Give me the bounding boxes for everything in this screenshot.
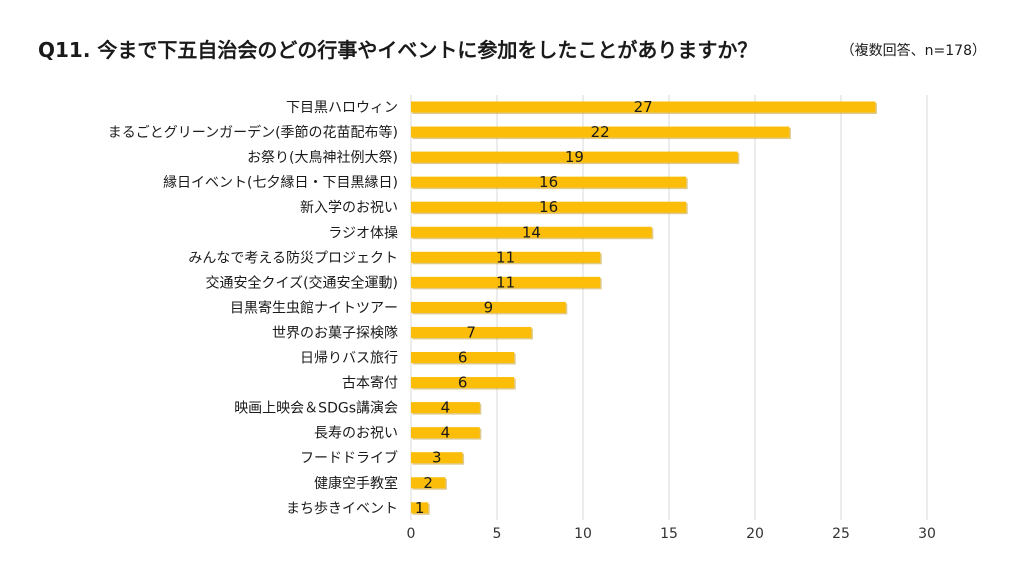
category-label: フードドライブ [300, 450, 398, 467]
bar [411, 402, 480, 414]
bar [411, 176, 687, 188]
category-label: 日帰りバス旅行 [300, 350, 398, 367]
value-label: 2 [423, 474, 433, 492]
category-label: 映画上映会＆SDGs講演会 [234, 401, 398, 417]
bar [411, 477, 446, 489]
x-tick-label: 25 [832, 526, 850, 542]
bar [411, 101, 876, 113]
category-label: まち歩きイベント [286, 501, 398, 517]
value-label: 14 [522, 223, 541, 241]
value-label: 11 [496, 273, 515, 291]
category-label: お祭り(大鳥神社例大祭) [247, 150, 398, 166]
value-label: 1 [415, 499, 425, 517]
category-label: ラジオ体操 [328, 225, 398, 241]
category-label: まるごとグリーンガーデン(季節の花苗配布等) [108, 124, 398, 141]
bar [411, 301, 566, 313]
category-label: 世界のお菓子探検隊 [272, 325, 398, 341]
x-tick-label: 15 [660, 526, 678, 542]
category-label: 古本寄付 [342, 375, 398, 392]
value-label: 3 [432, 449, 442, 467]
category-label: みんなで考える防災プロジェクト [188, 250, 398, 266]
bar [411, 377, 515, 389]
category-label: 下目黒ハロウィン [286, 100, 398, 116]
x-tick-label: 20 [746, 526, 764, 542]
value-label: 6 [458, 349, 468, 367]
x-tick-label: 10 [574, 526, 592, 542]
sample-note: （複数回答、n=178） [840, 43, 986, 59]
x-tick-label: 0 [407, 526, 416, 542]
value-label: 22 [591, 123, 610, 141]
value-label: 9 [484, 298, 494, 316]
value-label: 27 [634, 98, 653, 116]
value-label: 16 [539, 198, 558, 216]
category-label: 目黒寄生虫館ナイトツアー [230, 299, 398, 316]
category-label: 交通安全クイズ(交通安全運動) [205, 274, 398, 291]
value-label: 7 [466, 323, 476, 341]
value-label: 4 [441, 399, 451, 417]
bar [411, 276, 601, 288]
value-label: 6 [458, 374, 468, 392]
category-label: 健康空手教室 [314, 475, 398, 492]
bar [411, 151, 738, 163]
chart-title: Q11. 今まで下五自治会のどの行事やイベントに参加をしたことがありますか？ [38, 38, 758, 62]
value-label: 4 [441, 424, 451, 442]
bar [411, 427, 480, 439]
bar [411, 201, 687, 213]
bar [411, 502, 429, 514]
x-tick-label: 30 [918, 526, 936, 542]
bar [411, 126, 790, 138]
category-label: 縁日イベント(七夕縁日・下目黒縁日) [163, 175, 398, 191]
category-label: 新入学のお祝い [300, 200, 398, 216]
bar [411, 251, 601, 263]
bar [411, 352, 515, 363]
category-label: 長寿のお祝い [314, 425, 398, 442]
x-tick-label: 5 [493, 526, 502, 542]
bar [411, 452, 463, 464]
bar [411, 326, 532, 338]
value-label: 11 [496, 248, 515, 266]
bar [411, 226, 652, 238]
value-label: 16 [539, 173, 558, 191]
value-label: 19 [565, 148, 584, 166]
